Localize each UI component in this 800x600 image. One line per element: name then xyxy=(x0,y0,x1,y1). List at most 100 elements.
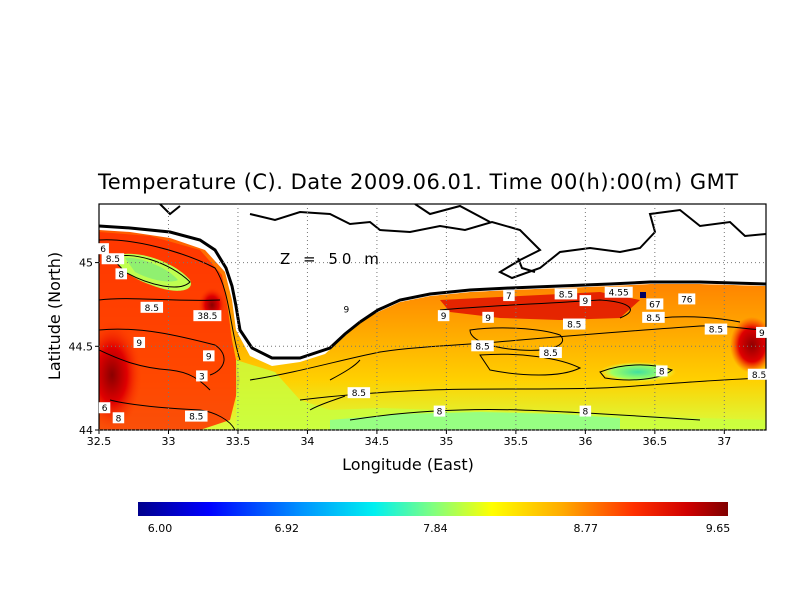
y-tick-label: 45 xyxy=(79,257,93,270)
colorbar-tick-label: 7.84 xyxy=(423,522,448,535)
contour-label-box xyxy=(133,336,146,348)
y-axis-ticks: 44 44.5 45 xyxy=(69,257,99,437)
colorbar-ticks: 6.00 6.92 7.84 8.77 9.65 xyxy=(148,522,731,535)
contour-label: 8.5 xyxy=(567,321,581,331)
colorbar-tick-label: 8.77 xyxy=(574,522,599,535)
contour-label: 67 xyxy=(649,300,660,310)
x-tick-label: 32.5 xyxy=(87,435,112,448)
contour-label: 8 xyxy=(659,367,665,377)
x-axis-ticks: 32.5 33 33.5 34 34.5 35 35.5 36 36.5 37 xyxy=(87,430,731,448)
contour-label: 8.5 xyxy=(543,349,557,359)
west-hot-core xyxy=(99,320,142,430)
contour-label: 7 xyxy=(506,292,512,302)
x-tick-label: 37 xyxy=(717,435,731,448)
contour-label: 3 xyxy=(199,372,205,382)
contour-label-box xyxy=(115,268,127,280)
contour-label-box xyxy=(437,310,450,322)
contour-label: 8.5 xyxy=(475,342,489,352)
contour-label: 9 xyxy=(582,297,588,307)
contour-label-box xyxy=(347,387,371,399)
contour-label: 8 xyxy=(437,408,443,418)
contour-label-box xyxy=(747,368,771,380)
x-tick-label: 35 xyxy=(439,435,453,448)
contour-label: 8.5 xyxy=(646,314,660,324)
contour-label-box xyxy=(196,370,208,382)
contour-label-box xyxy=(539,346,562,358)
contour-label: 9 xyxy=(485,314,491,324)
contour-label-box xyxy=(579,405,592,417)
x-tick-label: 36 xyxy=(578,435,592,448)
contour-label-box xyxy=(704,323,728,335)
contour-label: 9 xyxy=(759,329,765,339)
contour-label: 8.5 xyxy=(189,413,203,423)
azov-coast xyxy=(249,208,766,280)
contour-label: 9 xyxy=(136,339,142,349)
kerch-strait xyxy=(517,257,536,273)
contour-label-box xyxy=(185,410,208,422)
crimea-coast xyxy=(99,224,361,360)
contour-lines xyxy=(99,239,766,430)
x-tick-label: 33.5 xyxy=(226,435,251,448)
land-mask xyxy=(99,204,766,360)
contour-label-box xyxy=(646,298,664,310)
contour-label-box xyxy=(503,290,515,302)
contour-label-box xyxy=(140,301,164,313)
contour-label-box xyxy=(482,311,494,323)
contour-label-box xyxy=(340,303,353,315)
contour-label-box xyxy=(678,293,696,305)
y-tick-label: 44 xyxy=(79,424,93,437)
contour-label-box xyxy=(756,326,768,338)
contour-label: 6 xyxy=(102,404,108,414)
colorbar-tick-label: 9.65 xyxy=(706,522,731,535)
contour-label-box xyxy=(112,412,125,424)
x-tick-label: 33 xyxy=(161,435,175,448)
x-axis-label: Longitude (East) xyxy=(342,455,474,474)
contour-label: 9 xyxy=(441,312,447,322)
colorbar-tick-label: 6.00 xyxy=(148,522,173,535)
contour-label: 6 xyxy=(100,245,106,255)
contour-label-box xyxy=(562,318,586,330)
y-tick-label: 44.5 xyxy=(69,340,94,353)
contour-label: 76 xyxy=(681,295,693,305)
contour-label-box xyxy=(656,365,668,377)
contour-label-box xyxy=(203,350,215,362)
contour-label: 8.5 xyxy=(352,389,366,399)
x-tick-label: 35.5 xyxy=(504,435,529,448)
contour-label: 8.5 xyxy=(145,304,159,314)
contour-label: 9 xyxy=(343,305,349,315)
contour-label: 38.5 xyxy=(197,312,217,322)
contour-label-box xyxy=(579,295,592,307)
x-tick-label: 34.5 xyxy=(365,435,390,448)
plot-frame xyxy=(98,203,767,431)
contour-label-box xyxy=(433,405,446,417)
contour-label-box xyxy=(97,243,109,255)
contour-label: 8.5 xyxy=(752,371,766,381)
contour-label: 8 xyxy=(118,270,124,280)
contour-label: 8 xyxy=(582,408,588,418)
coastlines xyxy=(99,204,766,360)
contour-label: 8.5 xyxy=(106,255,120,265)
contour-label-box xyxy=(642,311,665,323)
depth-label: Z = 50 m xyxy=(280,250,383,268)
east-hot-spot xyxy=(730,317,766,373)
contour-label: 8 xyxy=(116,414,122,424)
contour-label-box xyxy=(604,286,633,298)
x-tick-label: 36.5 xyxy=(643,435,668,448)
colorbar-tick-label: 6.92 xyxy=(274,522,299,535)
contour-label: 8.5 xyxy=(559,290,573,300)
contour-label: 4.55 xyxy=(609,289,629,299)
contour-label: 9 xyxy=(206,352,212,362)
contour-label-box xyxy=(554,288,578,300)
contour-label-box xyxy=(101,253,125,265)
colorbar xyxy=(138,502,728,516)
map-title: Temperature (C). Date 2009.06.01. Time 0… xyxy=(98,170,739,194)
contour-label: 8.5 xyxy=(709,326,723,336)
y-axis-label: Latitude (North) xyxy=(45,252,64,380)
x-tick-label: 34 xyxy=(300,435,314,448)
contour-label-box xyxy=(98,402,111,414)
coastal-cool-band xyxy=(236,360,766,430)
caucasus-coast xyxy=(359,280,766,324)
contour-label-box xyxy=(193,310,222,322)
